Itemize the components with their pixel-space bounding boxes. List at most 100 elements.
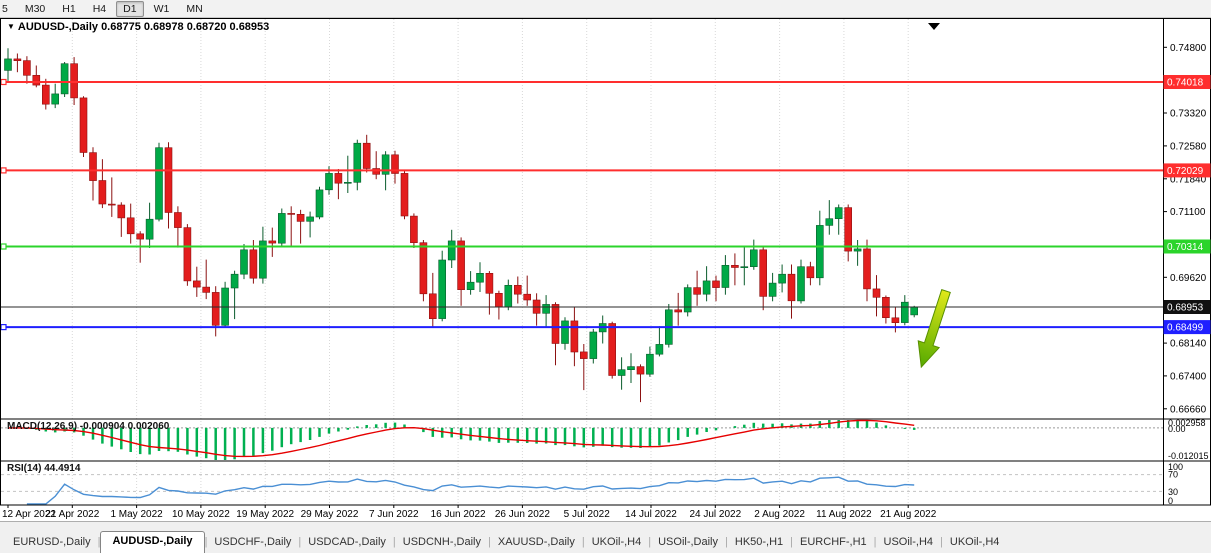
tab-separator: | <box>940 536 943 548</box>
line-handle[interactable] <box>0 167 7 174</box>
candle <box>712 280 720 288</box>
candle <box>126 217 135 235</box>
timeframe-button-w1[interactable]: W1 <box>153 2 170 15</box>
candle <box>900 301 909 323</box>
date-tick-label: 21 Aug 2022 <box>880 509 937 520</box>
price-tick-label: 0.68140 <box>1170 339 1207 350</box>
price-tick-label: 0.71840 <box>1170 174 1207 185</box>
tab-ukoil-h4[interactable]: UKOil-,H4 <box>591 536 642 548</box>
date-tick-label: 1 May 2022 <box>110 509 163 520</box>
level-price-label: 0.74018 <box>1167 78 1204 89</box>
candle <box>693 287 701 295</box>
candle <box>797 266 805 302</box>
level-price-box <box>1163 163 1211 178</box>
date-tick-label: 16 Jun 2022 <box>431 509 486 520</box>
candle <box>117 204 126 219</box>
candle <box>419 242 428 295</box>
tab-hk50-h1[interactable]: HK50-,H1 <box>734 536 784 548</box>
candle <box>608 323 617 376</box>
level-price-box <box>1163 239 1211 254</box>
svg-text:-0.012015: -0.012015 <box>1168 451 1209 461</box>
down-trend-arrow[interactable] <box>911 288 957 371</box>
timeframe-button-mn[interactable]: MN <box>186 2 203 15</box>
line-handle[interactable] <box>0 78 7 86</box>
tab-usoil-daily[interactable]: USOil-,Daily <box>658 536 719 548</box>
candle <box>655 344 664 355</box>
candle <box>561 320 569 344</box>
level-price-label: 0.68953 <box>1167 303 1204 314</box>
line-handle[interactable] <box>0 243 7 250</box>
candle <box>296 214 305 222</box>
tab-ukoil-h4[interactable]: UKOil-,H4 <box>949 536 1000 548</box>
tab-usdcad-daily[interactable]: USDCAD-,Daily <box>308 536 386 548</box>
candle <box>523 293 532 301</box>
date-tick-label: 10 May 2022 <box>172 509 230 520</box>
candle <box>485 273 494 294</box>
candle <box>362 142 371 169</box>
date-tick-label: 14 Jul 2022 <box>625 509 677 520</box>
tab-audusd-daily[interactable]: AUDUSD-,Daily <box>100 531 205 553</box>
date-tick-label: 29 May 2022 <box>301 509 359 520</box>
candle <box>79 97 88 153</box>
price-tick-label: 0.67400 <box>1170 371 1207 382</box>
tab-eurchf-h1[interactable]: EURCHF-,H1 <box>800 536 867 548</box>
line-handle[interactable] <box>0 324 7 331</box>
candle <box>702 280 711 295</box>
tab-separator: | <box>725 536 728 548</box>
timeframe-button-d1[interactable]: D1 <box>116 0 144 17</box>
candle <box>277 213 286 244</box>
svg-text:0.00: 0.00 <box>1168 424 1186 434</box>
candle <box>13 58 22 62</box>
candle <box>202 286 210 293</box>
chart-canvas[interactable]: 0.748000.740600.733200.725800.718400.711… <box>0 18 1211 521</box>
timeframe-button-h1[interactable]: H1 <box>62 2 76 15</box>
candle <box>343 182 352 184</box>
date-tick-label: 19 May 2022 <box>236 509 294 520</box>
tab-xauusd-daily[interactable]: XAUUSD-,Daily <box>497 536 575 548</box>
level-price-label: 0.68499 <box>1167 323 1204 334</box>
candle <box>466 281 475 291</box>
candle <box>428 293 437 319</box>
candle <box>513 284 522 295</box>
tab-usoil-h4[interactable]: USOil-,H4 <box>883 536 934 548</box>
level-price-label: 0.70314 <box>1167 242 1204 253</box>
candle <box>230 273 239 289</box>
tab-eurusd-daily[interactable]: EURUSD-,Daily <box>13 536 91 548</box>
candle <box>617 369 626 376</box>
candle <box>683 287 692 313</box>
price-axis[interactable]: 0.748000.740600.733200.725800.718400.711… <box>1163 43 1211 416</box>
candle <box>164 147 173 213</box>
svg-text:0.002958: 0.002958 <box>1168 418 1206 428</box>
candle <box>731 265 739 268</box>
candle <box>740 266 749 268</box>
tab-usdcnh-daily[interactable]: USDCNH-,Daily <box>402 536 481 548</box>
timeframe-button-5[interactable]: 5 <box>2 2 8 15</box>
candle <box>646 353 654 375</box>
tab-usdchf-daily[interactable]: USDCHF-,Daily <box>214 536 292 548</box>
candle <box>4 58 12 71</box>
candle <box>315 189 324 218</box>
candle <box>136 233 144 240</box>
candle <box>89 152 97 181</box>
candle <box>174 212 182 228</box>
candlesticks <box>4 48 919 403</box>
candle <box>70 63 78 99</box>
tab-separator: | <box>873 536 877 548</box>
candle <box>579 351 588 359</box>
candle <box>334 173 343 184</box>
candle <box>504 284 513 308</box>
timeframe-button-m30[interactable]: M30 <box>24 2 46 15</box>
date-tick-label: 21 Apr 2022 <box>45 509 99 520</box>
candle <box>32 74 41 86</box>
date-tick-label: 7 Jun 2022 <box>369 509 419 520</box>
date-tick-label: 5 Jul 2022 <box>564 509 611 520</box>
date-tick-label: 11 Aug 2022 <box>816 509 872 520</box>
candle <box>674 309 683 313</box>
timeframe-button-h4[interactable]: H4 <box>92 2 107 15</box>
candle <box>249 249 258 279</box>
candle <box>240 249 248 275</box>
date-tick-label: 12 Apr 2022 <box>2 509 56 520</box>
date-tick-label: 24 Jul 2022 <box>689 509 741 520</box>
